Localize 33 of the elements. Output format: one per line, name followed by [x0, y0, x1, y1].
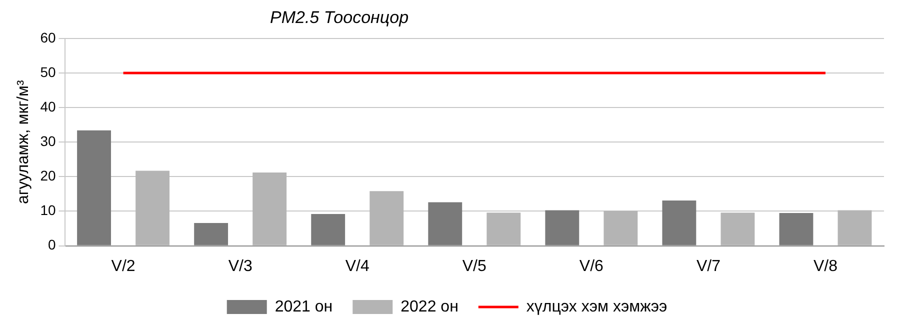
bar — [662, 200, 696, 246]
bar — [604, 210, 638, 246]
legend-label: хүлцэх хэм хэмжээ — [526, 298, 668, 316]
y-tick-label: 40 — [40, 98, 56, 114]
x-tick-label: V/3 — [228, 258, 252, 275]
bar — [370, 191, 404, 246]
y-tick-label: 10 — [40, 202, 56, 218]
bar — [545, 210, 580, 246]
y-tick-label: 60 — [40, 29, 56, 46]
bar — [77, 130, 111, 246]
legend-label: 2021 он — [274, 298, 333, 316]
chart-title: PM2.5 Тоосонцор — [270, 8, 409, 27]
bar — [194, 222, 228, 246]
x-tick-label: V/2 — [111, 258, 136, 275]
bar — [486, 212, 521, 246]
y-tick-label: 0 — [48, 236, 56, 253]
x-tick-label: V/8 — [813, 258, 838, 275]
bar — [720, 212, 755, 246]
bar — [779, 212, 814, 246]
y-tick-label: 20 — [40, 168, 56, 184]
x-tick-label: V/7 — [696, 258, 721, 275]
bar — [428, 202, 462, 246]
bar — [252, 172, 287, 246]
x-tick-label: V/6 — [579, 258, 604, 275]
bar — [311, 214, 346, 246]
x-tick-label: V/4 — [345, 258, 370, 275]
x-tick-label: V/5 — [462, 258, 486, 275]
y-axis-title: агууламж, мкг/м³ — [15, 80, 32, 204]
legend-label: 2022 он — [400, 298, 458, 316]
y-tick-label: 50 — [40, 64, 56, 80]
y-tick-label: 30 — [40, 132, 56, 149]
bar — [136, 170, 170, 246]
bar — [838, 210, 872, 246]
